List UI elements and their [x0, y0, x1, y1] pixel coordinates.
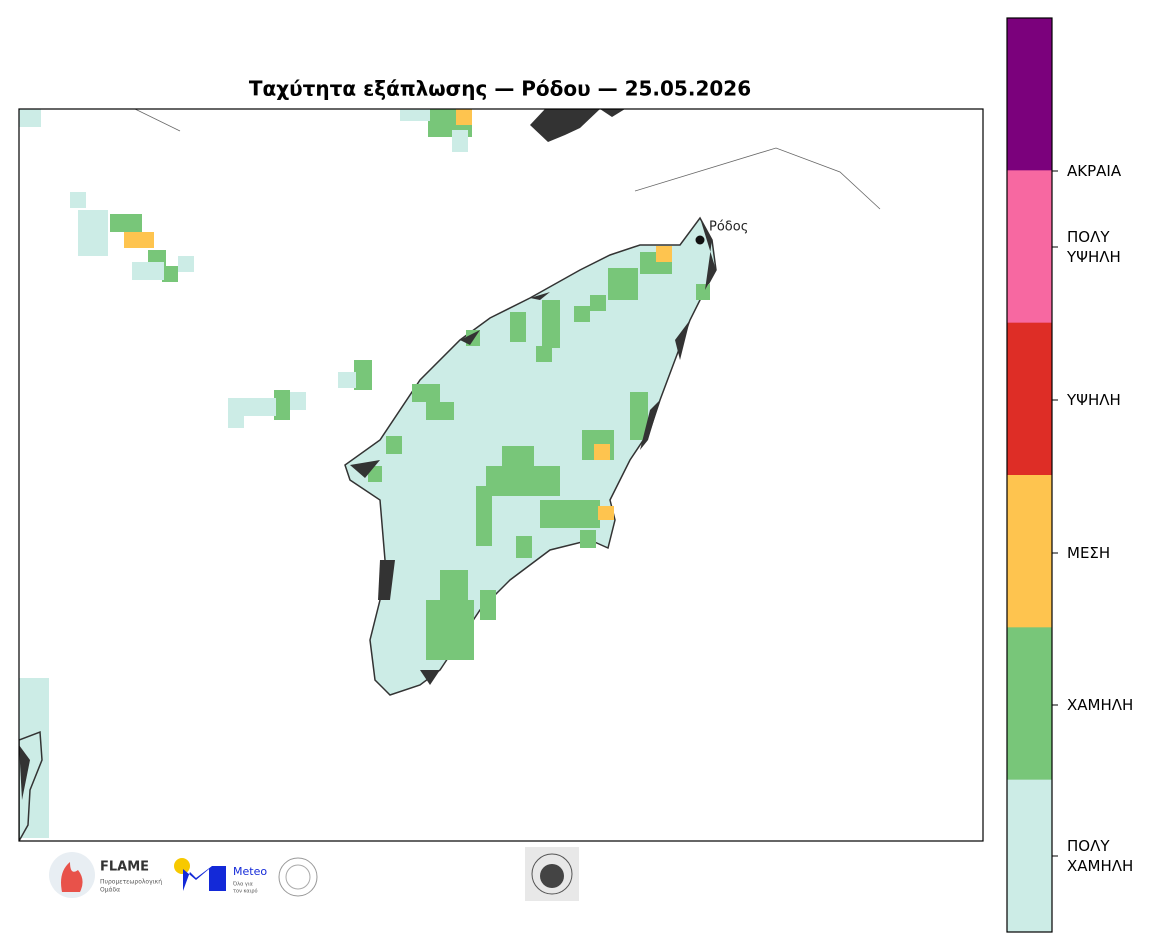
flame-name: FLAME	[100, 860, 149, 875]
colorbar-segment	[1007, 627, 1052, 781]
map: Ρόδος	[18, 108, 984, 842]
meteo-name: Meteo	[233, 865, 267, 878]
city-label: Ρόδος	[709, 220, 748, 235]
flame-line1: Πυρομετεωρολογική	[100, 879, 162, 886]
colorbar-segment	[1007, 170, 1052, 324]
colorbar-segment	[1007, 779, 1052, 933]
colorbar-segment	[1007, 322, 1052, 476]
meteo-line1: Όλα για	[232, 881, 254, 888]
colorbar-label: ΑΚΡΑΙΑ	[1067, 162, 1122, 180]
map-title: Ταχύτητα εξάπλωσης — Ρόδου — 25.05.2026	[249, 77, 751, 101]
colorbar-label: ΥΨΗΛΗ	[1067, 391, 1121, 409]
colorbar-label: ΜΕΣΗ	[1067, 544, 1111, 562]
meteo-line2: τον καιρό	[233, 888, 258, 895]
colorbar	[1006, 17, 1058, 933]
colorbar-frame	[1006, 17, 1053, 933]
colorbar-segment	[1007, 475, 1052, 628]
flame-line2: Ομάδα	[100, 887, 120, 894]
colorbar-label: ΧΑΜΗΛΗ	[1067, 696, 1134, 714]
colorbar-label: ΠΟΛΥ ΥΨΗΛΗ	[1067, 228, 1121, 266]
colorbar-label: ΠΟΛΥ ΧΑΜΗΛΗ	[1067, 837, 1134, 875]
colorbar-segment	[1007, 18, 1052, 171]
logos: FLAME Πυρομετεωρολογική Ομάδα Meteo Όλα …	[49, 847, 579, 901]
